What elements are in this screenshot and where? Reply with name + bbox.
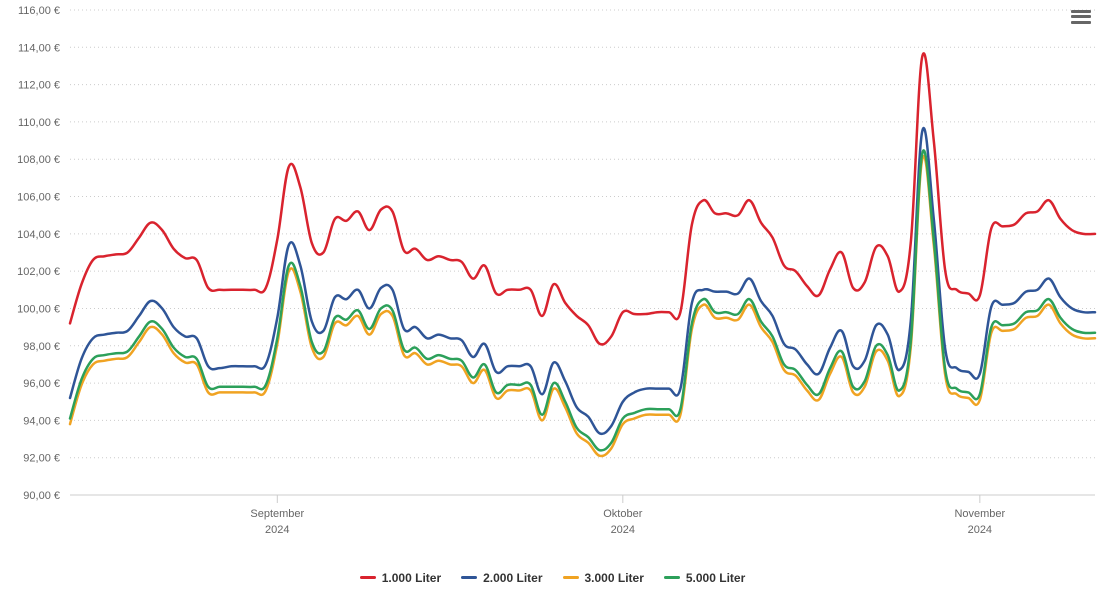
y-axis-tick-label: 100,00 € bbox=[17, 303, 60, 315]
price-chart: 90,00 € 92,00 € 94,00 € 96,00 € 98,00 € 100,0… bbox=[0, 0, 1105, 603]
x-axis-year-label: 2024 bbox=[968, 524, 992, 536]
legend-label: 3.000 Liter bbox=[585, 571, 644, 585]
legend: 1.000 Liter 2.000 Liter 3.000 Liter 5.000 L… bbox=[0, 568, 1105, 585]
y-axis-tick-label: 106,00 € bbox=[17, 192, 60, 204]
y-axis-tick-label: 114,00 € bbox=[18, 42, 60, 54]
chart-svg: 90,00 € 92,00 € 94,00 € 96,00 € 98,00 € 100,0… bbox=[0, 0, 1105, 603]
x-axis-year-label: 2024 bbox=[265, 524, 289, 536]
y-axis-tick-label: 102,00 € bbox=[17, 266, 60, 278]
legend-swatch bbox=[664, 576, 680, 579]
y-axis-tick-label: 98,00 € bbox=[23, 341, 60, 353]
y-axis-tick-label: 94,00 € bbox=[23, 415, 60, 427]
legend-item[interactable]: 1.000 Liter bbox=[360, 571, 441, 585]
legend-label: 5.000 Liter bbox=[686, 571, 745, 585]
x-axis-year-label: 2024 bbox=[611, 524, 635, 536]
legend-item[interactable]: 2.000 Liter bbox=[461, 571, 542, 585]
legend-item[interactable]: 5.000 Liter bbox=[664, 571, 745, 585]
y-axis-tick-label: 110,00 € bbox=[18, 117, 60, 129]
legend-item[interactable]: 3.000 Liter bbox=[563, 571, 644, 585]
y-axis-tick-label: 96,00 € bbox=[23, 378, 60, 390]
x-axis-month-label: September bbox=[250, 508, 304, 520]
legend-label: 1.000 Liter bbox=[382, 571, 441, 585]
legend-label: 2.000 Liter bbox=[483, 571, 542, 585]
hamburger-menu-icon[interactable] bbox=[1069, 6, 1093, 28]
y-axis-tick-label: 116,00 € bbox=[18, 5, 60, 17]
y-axis-tick-label: 92,00 € bbox=[23, 453, 60, 465]
legend-swatch bbox=[360, 576, 376, 579]
y-axis-tick-label: 104,00 € bbox=[17, 229, 60, 241]
y-axis-tick-label: 108,00 € bbox=[17, 154, 60, 166]
y-axis-tick-label: 90,00 € bbox=[23, 490, 60, 502]
x-axis-month-label: November bbox=[954, 508, 1005, 520]
x-axis-month-label: Oktober bbox=[603, 508, 642, 520]
y-axis-tick-label: 112,00 € bbox=[18, 80, 60, 92]
legend-swatch bbox=[563, 576, 579, 579]
legend-swatch bbox=[461, 576, 477, 579]
